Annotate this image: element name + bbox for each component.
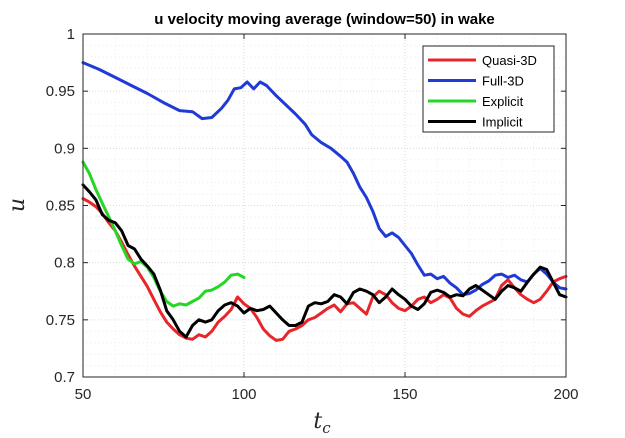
x-tick-label: 100 (231, 386, 256, 403)
chart-title: u velocity moving average (window=50) in… (154, 11, 495, 28)
y-tick-label: 0.85 (46, 198, 75, 215)
x-tick-label: 150 (392, 386, 417, 403)
series-line-full-3d (81, 61, 568, 297)
series-line-quasi-3d (81, 197, 568, 342)
x-tick-label: 50 (75, 386, 92, 403)
axis-ticks: 50 100 150 200 0.7 0.75 0.8 0.85 0.9 0.95 1 (46, 26, 579, 403)
y-tick-label: 0.75 (46, 312, 75, 329)
legend: Quasi-3D Full-3D Explicit Implicit (422, 45, 555, 133)
series-line-implicit (81, 183, 568, 339)
x-tick-label: 200 (553, 386, 578, 403)
y-axis-label: u (5, 198, 30, 212)
legend-label-quasi-3d: Quasi-3D (482, 53, 537, 68)
y-tick-label: 0.8 (54, 255, 75, 272)
y-tick-label: 1 (67, 26, 75, 43)
series-lines (81, 61, 568, 342)
x-axis-label-base: t (313, 409, 322, 434)
x-axis-label-subscript: c (322, 419, 331, 437)
y-tick-label: 0.95 (46, 83, 75, 100)
y-tick-label: 0.7 (54, 369, 75, 386)
x-axis-label: tc (313, 409, 331, 437)
legend-label-full-3d: Full-3D (482, 74, 524, 89)
y-tick-label: 0.9 (54, 140, 75, 157)
legend-label-implicit: Implicit (482, 115, 523, 130)
legend-label-explicit: Explicit (482, 94, 524, 109)
